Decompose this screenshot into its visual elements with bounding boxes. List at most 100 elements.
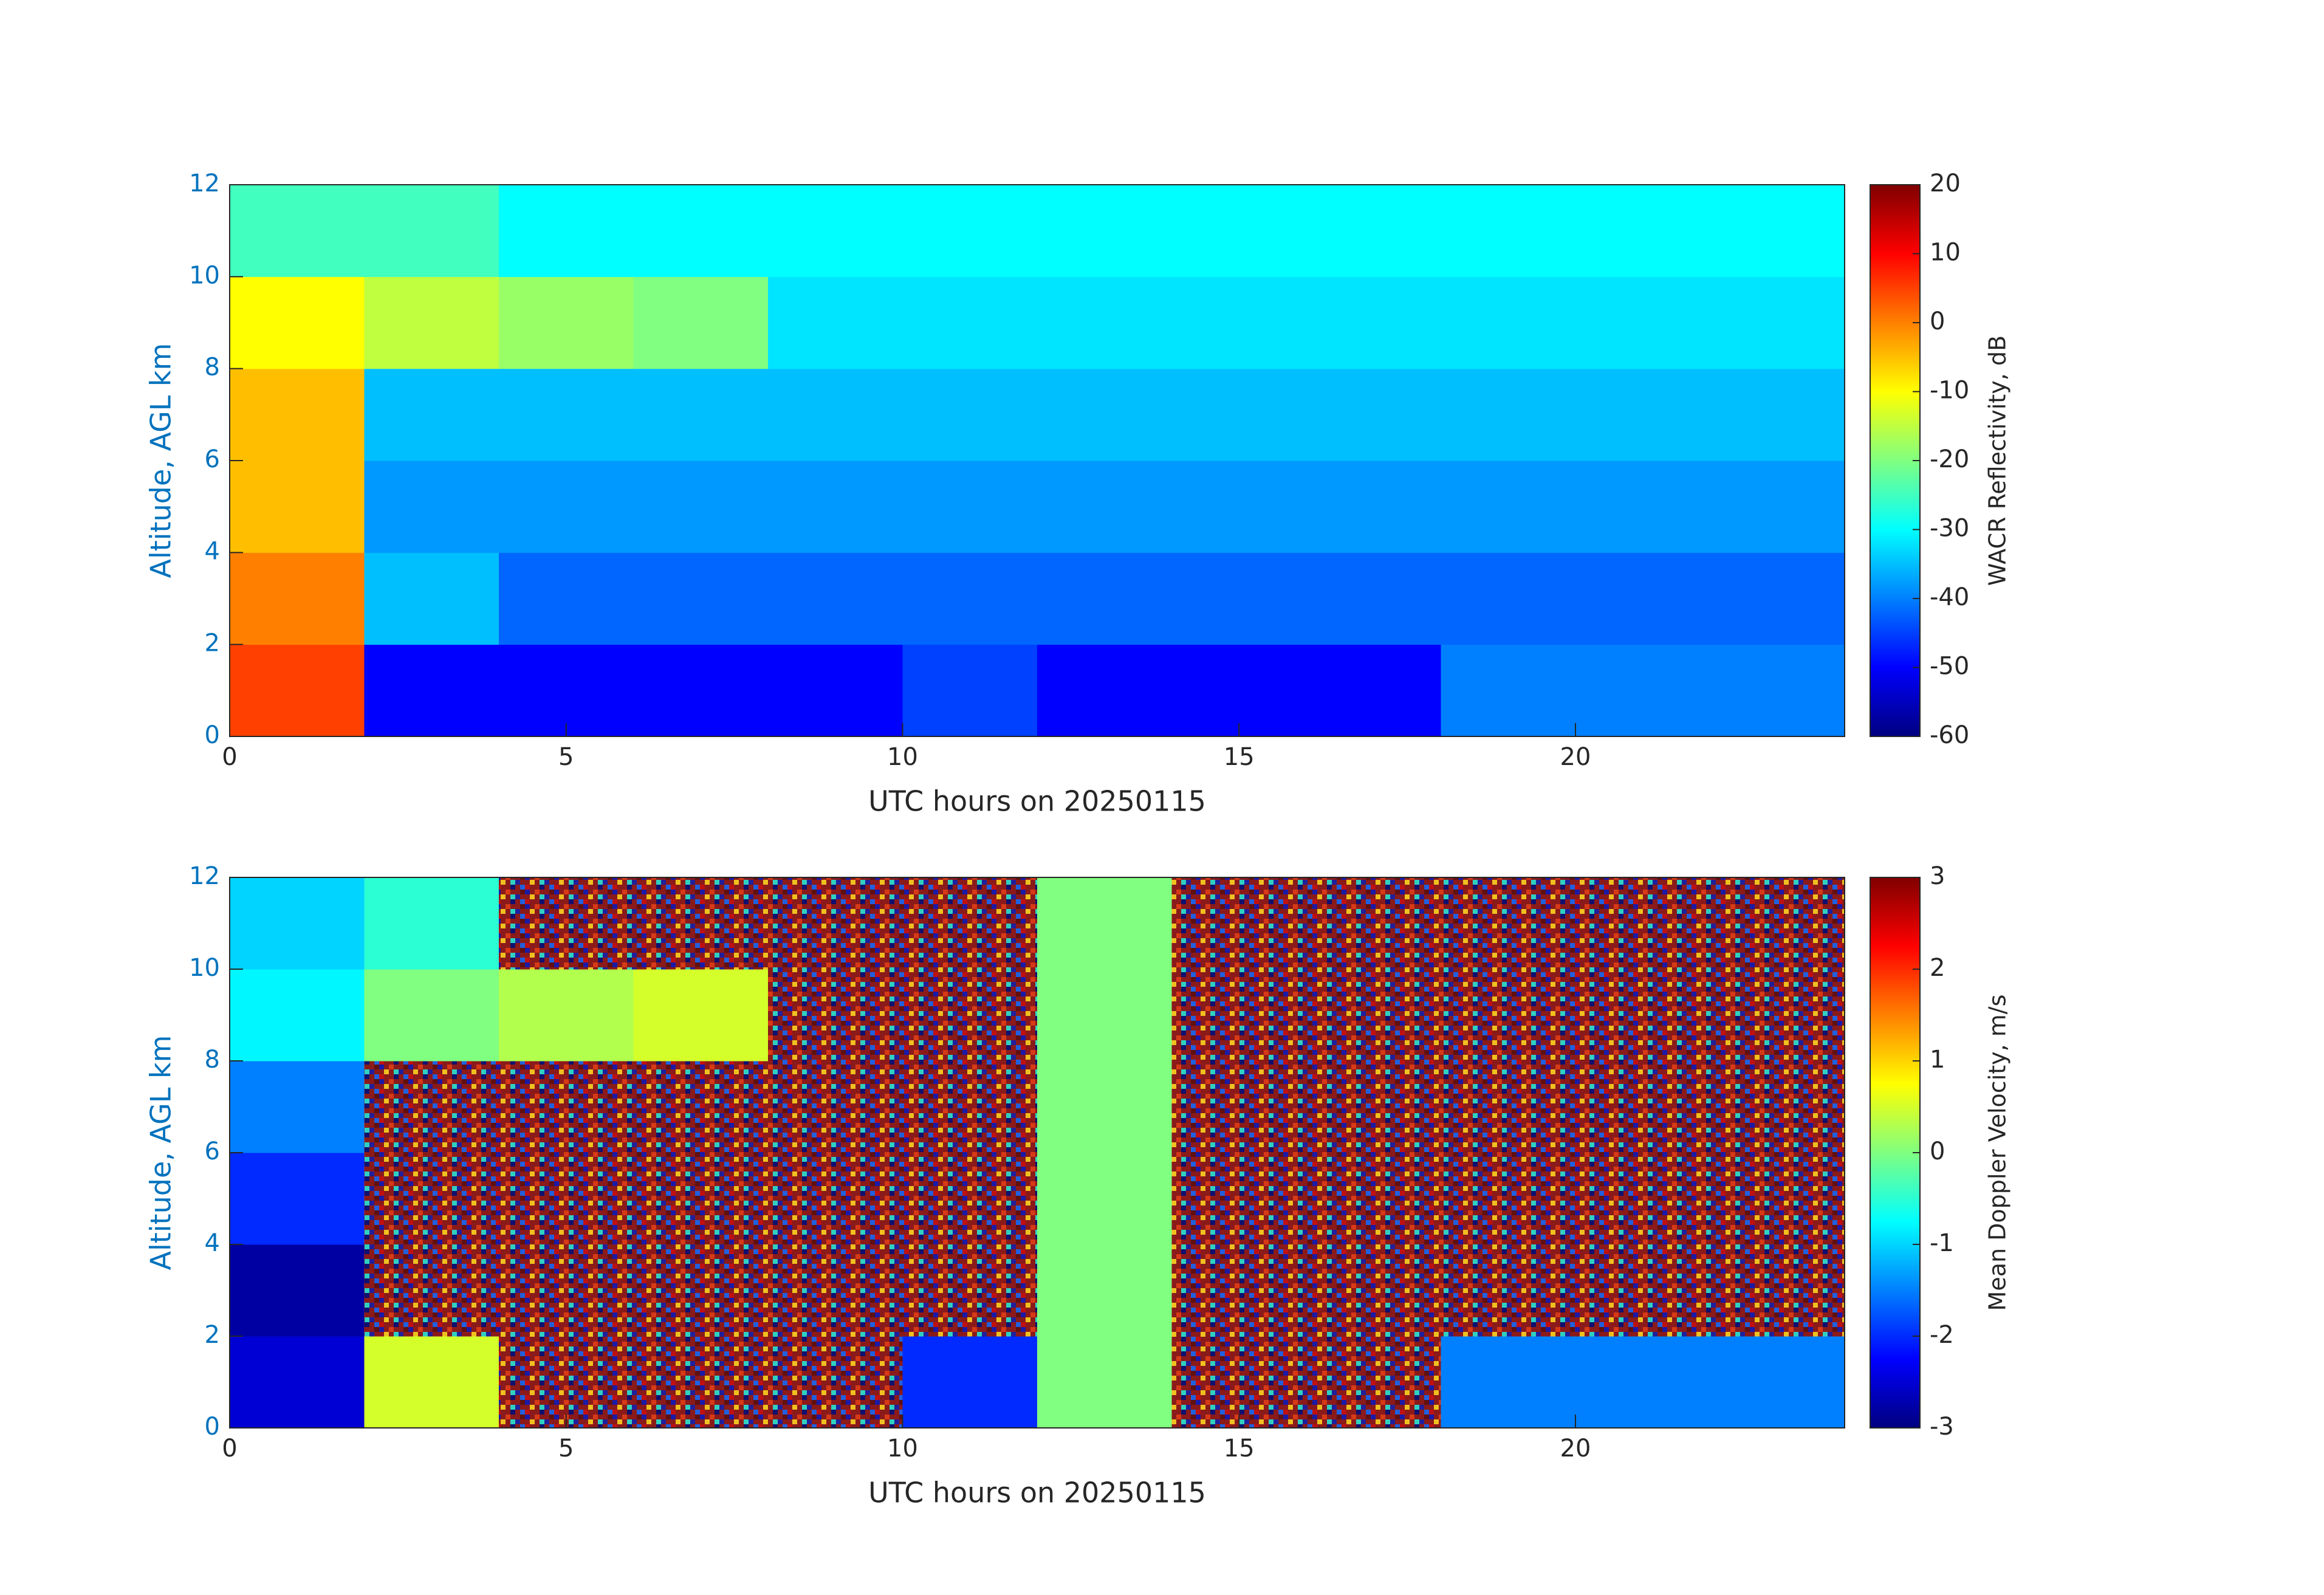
colorbar-tick-label: 1 [1930, 1046, 1945, 1074]
colorbar-tick-label: -1 [1930, 1229, 1954, 1257]
colorbar-tick-label: 3 [1930, 862, 1945, 890]
heatmap-cell [230, 461, 365, 553]
heatmap-cell [768, 1244, 903, 1337]
heatmap-cell [1306, 185, 1441, 277]
y-tick-label: 8 [205, 1046, 220, 1074]
heatmap-cell [633, 461, 769, 553]
heatmap-cell [633, 1153, 769, 1245]
x-tick-label: 15 [1224, 1435, 1255, 1463]
heatmap-cell [902, 368, 1038, 461]
y-tick-label: 2 [205, 629, 220, 657]
heatmap-cell [1441, 552, 1576, 645]
y-tick-label: 10 [189, 261, 220, 289]
x-axis-label: UTC hours on 20250115 [868, 785, 1206, 818]
heatmap-cell [1306, 1061, 1441, 1153]
heatmap-cell [633, 644, 769, 737]
y-axis-label: Altitude, AGL km [145, 343, 177, 578]
y-tick-label: 4 [205, 1229, 220, 1257]
heatmap-cell [1306, 877, 1441, 970]
heatmap-cell [1306, 552, 1441, 645]
heatmap-cell [1306, 461, 1441, 553]
heatmap-cell [1710, 1336, 1845, 1429]
heatmap-cell [1575, 1244, 1710, 1337]
heatmap-cell [902, 969, 1038, 1062]
heatmap-cell [1575, 185, 1710, 277]
x-tick-label: 15 [1224, 743, 1255, 771]
heatmap-cell [499, 1061, 634, 1153]
heatmap-cell [1575, 461, 1710, 553]
x-tick-label: 20 [1560, 743, 1591, 771]
heatmap-cell [1575, 1336, 1710, 1429]
heatmap-cell [633, 1061, 769, 1153]
heatmap-cell [768, 644, 903, 737]
heatmap-cell [633, 368, 769, 461]
heatmap-cell [1171, 877, 1307, 970]
heatmap-cell [1441, 644, 1576, 737]
heatmap-cell [902, 1061, 1038, 1153]
heatmap-cell [1710, 276, 1845, 369]
x-tick-label: 5 [558, 743, 574, 771]
colorbar-tick-label: -2 [1930, 1321, 1954, 1349]
y-tick-label: 12 [189, 170, 220, 197]
colorbar-tick-label: 0 [1930, 307, 1945, 335]
heatmap-cell [230, 1153, 365, 1245]
heatmap-cell [768, 276, 903, 369]
heatmap-cell [499, 1244, 634, 1337]
heatmap-cell [499, 1336, 634, 1429]
y-tick-label: 6 [205, 445, 220, 473]
heatmap-cell [499, 368, 634, 461]
heatmap-cell [1441, 969, 1576, 1062]
colorbar-tick-label: -3 [1930, 1413, 1954, 1441]
heatmap-cell [364, 1153, 499, 1245]
y-tick-label: 4 [205, 537, 220, 565]
heatmap-cell [364, 368, 499, 461]
heatmap-cell [902, 1153, 1038, 1245]
colorbar-tick-label: 2 [1930, 954, 1945, 982]
heatmap-cell [1710, 1244, 1845, 1337]
heatmap-cell [499, 552, 634, 645]
heatmap-cell [633, 185, 769, 277]
heatmap-cell [633, 276, 769, 369]
heatmap-cell [1441, 461, 1576, 553]
heatmap-cell [902, 276, 1038, 369]
heatmap-cell [768, 1061, 903, 1153]
colorbar-tick-label: 20 [1930, 170, 1961, 197]
heatmap-cell [364, 185, 499, 277]
heatmap-cell [1575, 877, 1710, 970]
heatmap-cell [768, 877, 903, 970]
colorbar-tick-label: -60 [1930, 721, 1969, 749]
heatmap-cell [1575, 552, 1710, 645]
colorbar-tick-label: -50 [1930, 653, 1969, 681]
heatmap-cell [1037, 276, 1172, 369]
x-tick-label: 0 [222, 743, 237, 771]
y-tick-label: 10 [189, 954, 220, 982]
heatmap-cell [230, 969, 365, 1062]
heatmap-cell [1710, 877, 1845, 970]
heatmap-cell [1306, 1244, 1441, 1337]
heatmap-cell [768, 1336, 903, 1429]
heatmap-cell [364, 552, 499, 645]
heatmap-cell [1575, 644, 1710, 737]
heatmap-cell [633, 969, 769, 1062]
heatmap-cell [364, 461, 499, 553]
x-tick-label: 0 [222, 1435, 237, 1463]
heatmap-cell [633, 552, 769, 645]
colorbar-tick-label: 10 [1930, 239, 1961, 267]
heatmap-cell [230, 368, 365, 461]
heatmap-cell [499, 276, 634, 369]
colorbar-label: Mean Doppler Velocity, m/s [1984, 995, 2011, 1311]
heatmap-cell [230, 877, 365, 970]
heatmap-cell [364, 1336, 499, 1429]
heatmap-cell [230, 185, 365, 277]
heatmap-cell [499, 1153, 634, 1245]
heatmap-cell [1710, 1153, 1845, 1245]
heatmap-cell [902, 552, 1038, 645]
heatmap-cell [1171, 368, 1307, 461]
heatmap-cell [902, 644, 1038, 737]
x-axis-label: UTC hours on 20250115 [868, 1477, 1206, 1509]
heatmap-cell [1441, 1153, 1576, 1245]
heatmap-cell [1441, 185, 1576, 277]
colorbar-tick-label: -30 [1930, 515, 1969, 543]
colorbar-label: WACR Reflectivity, dB [1984, 335, 2011, 586]
